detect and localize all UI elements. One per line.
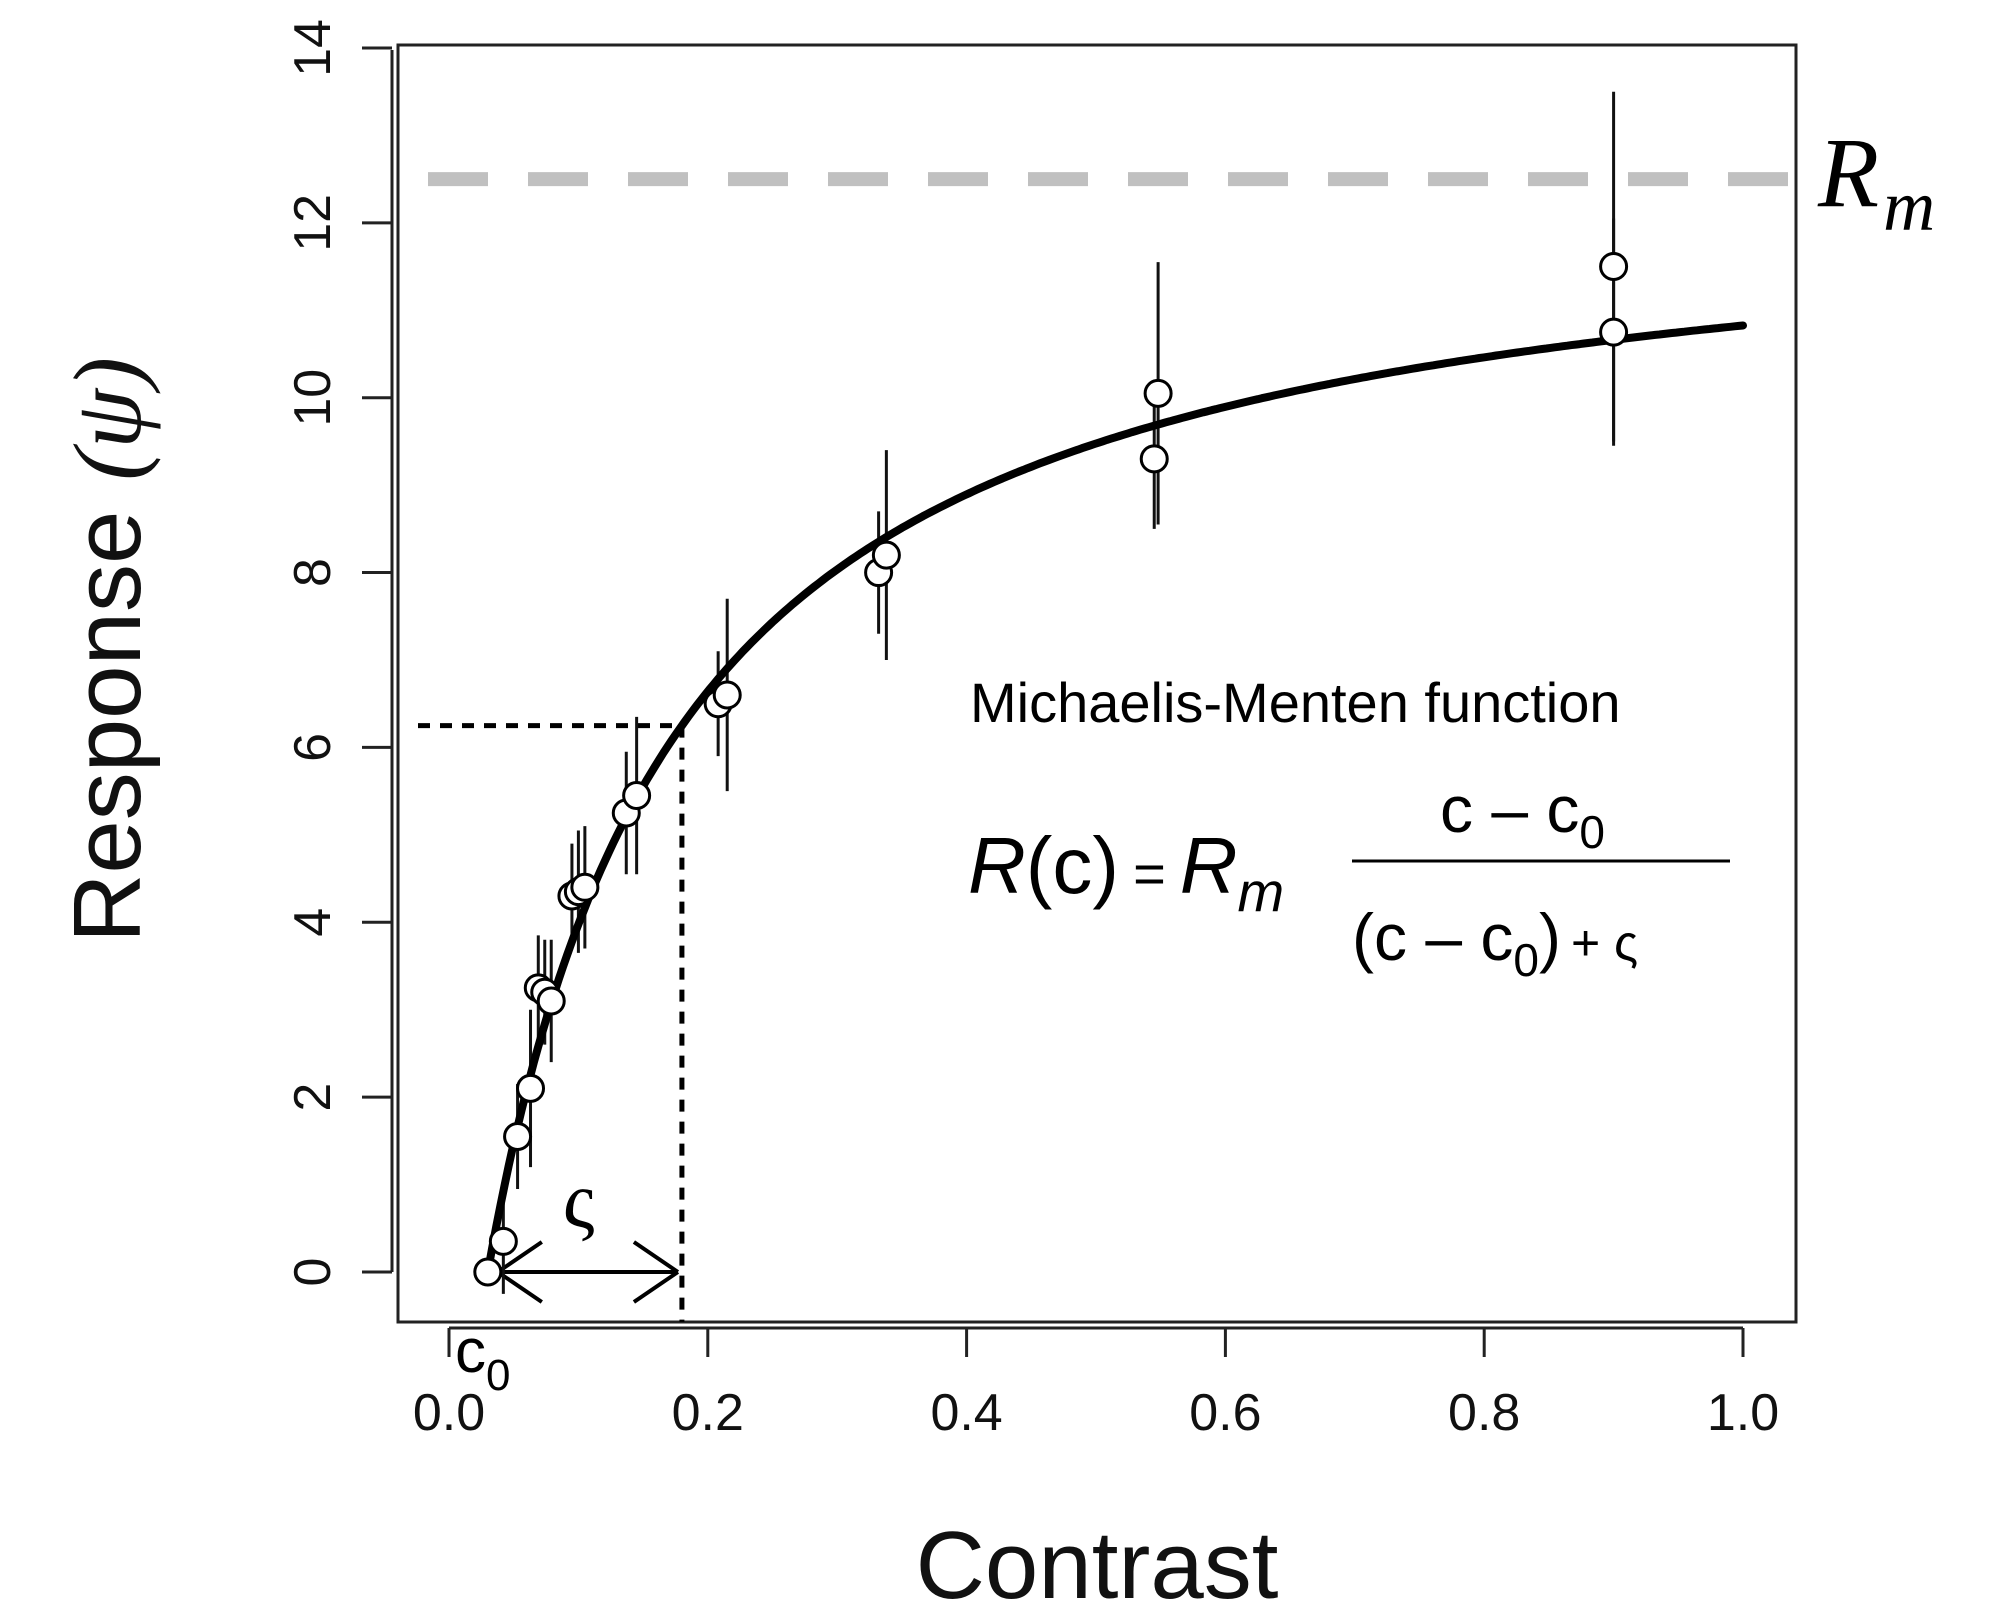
y-tick-label: 4 [284,908,342,937]
equation-title: Michaelis-Menten function [970,671,1621,734]
y-axis-title: Response (ψ) [54,357,161,943]
equation-denominator-sub: 0 [1513,934,1539,986]
equation-denominator-plus: + ς [1571,915,1638,971]
equation-denominator-open: (c – c [1352,900,1513,974]
y-tick-label: 0 [284,1258,342,1287]
equation-numerator-main: c – c [1440,772,1579,846]
y-tick-label: 6 [284,733,342,762]
rm-label-main: R [1817,117,1879,228]
semisaturation-arrow-right-head [632,1240,680,1304]
data-point [871,540,901,570]
data-point [488,1226,518,1256]
x-axis-title: Contrast [916,1512,1279,1613]
y-tick-label: 8 [284,558,342,587]
x-tick-label: 0.8 [1448,1384,1520,1442]
equation-equals: = [1133,842,1166,905]
y-ticks: 0 2 4 6 8 10 12 14 [284,19,392,1286]
data-point [1139,444,1169,474]
data-points [473,252,1629,1287]
equation-rm-sub: m [1238,860,1285,923]
data-point [473,1257,503,1287]
data-point [503,1121,533,1151]
y-axis-title-symbol: (ψ) [54,357,161,481]
rm-label: Rm [1817,117,1935,246]
c0-label-main: c [455,1317,486,1386]
data-point [1599,317,1629,347]
fitted-curve [483,321,1747,1276]
equation-lhs-r: R [968,821,1026,910]
equation-lhs: R(c) = Rm [968,821,1284,923]
semisaturation-guides [418,723,685,1357]
x-tick-label: 0.2 [672,1384,744,1442]
equation-numerator-sub: 0 [1579,806,1605,858]
equation-rm: R [1180,821,1238,910]
c0-label: c0 [455,1317,510,1400]
equation-lhs-arg: (c) [1026,821,1119,910]
data-point [1143,378,1173,408]
y-tick-label: 10 [284,369,342,427]
y-tick-label: 2 [284,1083,342,1112]
y-tick-label: 14 [284,19,342,77]
equation-denominator-close: ) [1539,900,1561,974]
x-tick-label: 0.4 [930,1384,1002,1442]
data-point [516,1073,546,1103]
c0-label-sub: 0 [486,1351,510,1400]
data-point [712,680,742,710]
y-axis-title-word: Response [54,511,161,943]
x-tick-label: 1.0 [1707,1384,1779,1442]
equation-denominator: (c – c0) + ς [1352,900,1638,986]
equation-annotation: Michaelis-Menten function R(c) = Rm c – c0… [968,671,1730,986]
y-tick-label: 12 [284,194,342,252]
y-axis-title-text: Response (ψ) [54,357,161,943]
rm-label-sub: m [1883,166,1935,246]
x-ticks: 0.0 0.2 0.4 0.6 0.8 1.0 [413,1328,1779,1442]
data-point [536,986,566,1016]
data-point [622,781,652,811]
x-tick-label: 0.0 [413,1384,485,1442]
x-tick-label: 0.6 [1189,1384,1261,1442]
equation-numerator: c – c0 [1440,772,1605,858]
data-point [1599,252,1629,282]
plot-frame [396,43,1798,1324]
data-point [570,872,600,902]
semisaturation-label: ς [563,1157,595,1245]
